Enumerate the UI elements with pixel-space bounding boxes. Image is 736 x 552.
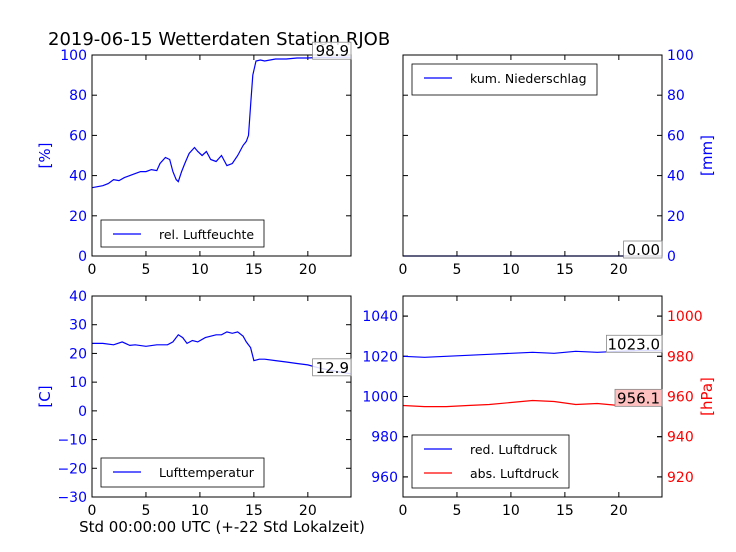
- legend-label: Lufttemperatur: [159, 465, 255, 480]
- figure-title: 2019-06-15 Wetterdaten Station RJOB: [48, 29, 390, 50]
- x-tick-label: 10: [191, 503, 209, 519]
- x-tick-label: 0: [399, 262, 408, 278]
- y-tick-label: 20: [69, 209, 87, 225]
- plot-frame: [402, 54, 663, 257]
- legend-label: rel. Luftfeuchte: [159, 227, 254, 242]
- y-tick-label: 100: [60, 48, 87, 64]
- y-tick-label: 1040: [362, 309, 398, 325]
- annotation-box: [614, 388, 663, 407]
- y-tick-label: 960: [667, 390, 694, 406]
- x-tick-label: 10: [502, 262, 520, 278]
- x-tick-label: 10: [502, 503, 520, 519]
- y-tick-label: 0: [78, 249, 87, 265]
- x-tick-label: 15: [245, 262, 263, 278]
- x-tick-label: 5: [141, 503, 150, 519]
- shared-x-axis-label: Std 00:00:00 UTC (+-22 Std Lokalzeit): [79, 518, 365, 536]
- series-line: [92, 331, 352, 375]
- x-tick-label: 0: [88, 262, 97, 278]
- annotation-text: 98.9: [316, 42, 349, 60]
- y-tick-label: 60: [667, 128, 685, 144]
- y-tick-label: 40: [69, 169, 87, 185]
- annotation-box: [606, 334, 663, 353]
- x-tick-label: 0: [399, 503, 408, 519]
- y-tick-label: 1000: [362, 390, 398, 406]
- legend-label: abs. Luftdruck: [470, 466, 560, 481]
- value-annotation: 956.1: [614, 388, 663, 407]
- plot-frame: [91, 295, 352, 498]
- x-tick-label: 0: [88, 503, 97, 519]
- value-annotation: 1023.0: [606, 334, 663, 353]
- y-axis-label: [hPa]: [698, 377, 716, 416]
- annotation-text: 1023.0: [608, 335, 661, 353]
- legend-label: kum. Niederschlag: [470, 71, 587, 86]
- x-tick-label: 5: [141, 262, 150, 278]
- y-tick-label: 10: [69, 375, 87, 391]
- y-tick-label: −10: [57, 433, 87, 449]
- annotation-text: 956.1: [617, 389, 660, 407]
- y-tick-label: 60: [69, 128, 87, 144]
- x-tick-label: 5: [452, 262, 461, 278]
- legend: red. Luftdruck abs. Luftdruck: [411, 434, 570, 489]
- y-tick-label: 20: [667, 209, 685, 225]
- annotation-box: [312, 358, 352, 377]
- annotation-text: 0.00: [627, 241, 660, 259]
- y-tick-label: 80: [667, 88, 685, 104]
- y-tick-label: 0: [78, 404, 87, 420]
- y-tick-label: 1020: [362, 349, 398, 365]
- x-tick-label: 15: [245, 503, 263, 519]
- y-tick-label: 0: [667, 249, 676, 265]
- legend-label: red. Luftdruck: [470, 442, 558, 457]
- y-tick-label: 100: [667, 48, 694, 64]
- x-tick-label: 20: [299, 503, 317, 519]
- y-tick-label: −20: [57, 461, 87, 477]
- y-tick-label: 940: [667, 430, 694, 446]
- panel-temperature: 0 5 10 15 20 −30 −20 −10 0 10 20 30 40 [C] 12.9 Lufttem…: [36, 289, 352, 519]
- legend: Lufttemperatur: [100, 457, 265, 488]
- x-tick-label: 5: [452, 503, 461, 519]
- y-tick-label: 80: [69, 88, 87, 104]
- panel-pressure: 0 5 10 15 20 960 980 1000 1020 1040 920 940 960 980 10…: [362, 295, 716, 519]
- plot-frame: [91, 54, 352, 257]
- series-line: [91, 56, 351, 189]
- y-axis-label: [C]: [36, 385, 54, 407]
- annotation-text: 12.9: [316, 359, 349, 377]
- y-tick-label: 920: [667, 470, 694, 486]
- x-tick-label: 20: [299, 262, 317, 278]
- legend: kum. Niederschlag: [411, 63, 598, 96]
- annotation-box: [312, 41, 352, 60]
- y-tick-label: −30: [57, 490, 87, 506]
- panel-precip: 0 5 10 15 20 0 20 40 60 80 100 [mm] 0.00 kum. Nieders…: [399, 48, 716, 278]
- y-tick-label: 20: [69, 346, 87, 362]
- value-annotation: 98.9: [312, 41, 352, 60]
- panel-humidity: 0 5 10 15 20 0 20 40 60 80 100 [%] 98.9 rel. Luftfeuc…: [36, 41, 352, 278]
- legend: rel. Luftfeuchte: [100, 219, 265, 248]
- y-tick-label: 980: [371, 430, 398, 446]
- x-tick-label: 15: [556, 503, 574, 519]
- y-tick-label: 40: [69, 289, 87, 305]
- y-axis-label: [mm]: [698, 135, 716, 176]
- legend-box: [411, 63, 598, 96]
- y-tick-label: 30: [69, 318, 87, 334]
- annotation-box: [623, 240, 663, 259]
- y-tick-label: 980: [667, 349, 694, 365]
- y-axis-label: [%]: [36, 143, 54, 169]
- legend-box: [411, 434, 570, 489]
- x-tick-label: 20: [610, 262, 628, 278]
- y-tick-label: 40: [667, 169, 685, 185]
- value-annotation: 12.9: [312, 358, 352, 377]
- x-tick-label: 15: [556, 262, 574, 278]
- y-tick-label: 1000: [667, 309, 703, 325]
- x-tick-label: 10: [191, 262, 209, 278]
- value-annotation: 0.00: [623, 240, 663, 259]
- x-tick-label: 20: [610, 503, 628, 519]
- y-tick-label: 960: [371, 470, 398, 486]
